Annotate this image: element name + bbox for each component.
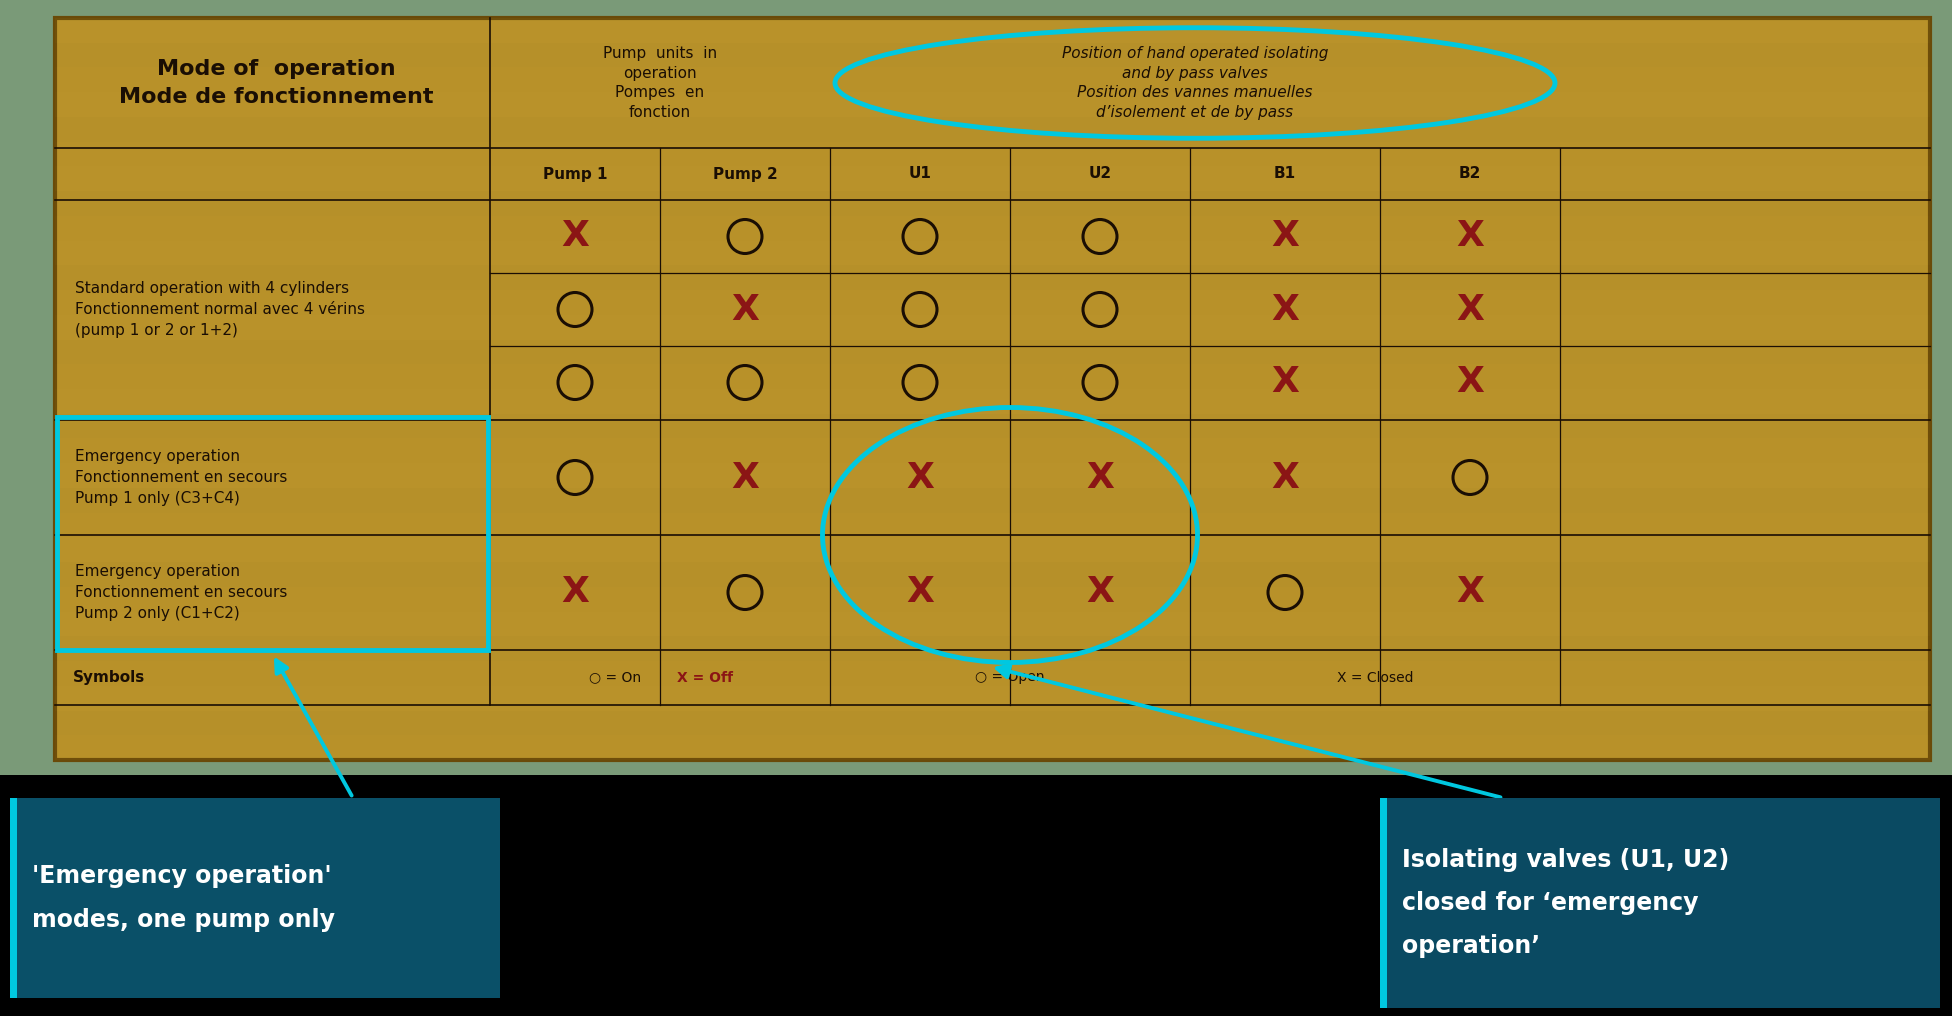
Text: ○ = On: ○ = On — [590, 671, 640, 685]
Text: X: X — [1271, 219, 1298, 254]
Text: Pump  units  in
operation
Pompes  en
fonction: Pump units in operation Pompes en foncti… — [603, 46, 716, 120]
Bar — [10, 798, 500, 998]
Bar — [55, 562, 1931, 587]
Bar — [55, 686, 1931, 710]
Bar — [55, 736, 1931, 760]
Text: X: X — [1271, 293, 1298, 326]
Text: X: X — [560, 219, 590, 254]
Bar — [10, 798, 18, 998]
Text: X = Closed: X = Closed — [1337, 671, 1413, 685]
Text: Emergency operation
Fonctionnement en secours
Pump 2 only (C1+C2): Emergency operation Fonctionnement en se… — [74, 564, 287, 621]
Bar — [55, 365, 1931, 389]
Bar — [55, 612, 1931, 636]
Bar — [55, 215, 1931, 241]
Text: Pump 2: Pump 2 — [712, 167, 777, 182]
Bar — [0, 0, 1952, 775]
Bar — [55, 488, 1931, 513]
Bar — [55, 587, 1931, 612]
Bar — [55, 117, 1931, 141]
Bar — [55, 141, 1931, 167]
Bar — [55, 18, 1931, 760]
Bar — [55, 315, 1931, 339]
Text: X: X — [906, 575, 933, 610]
Bar — [55, 191, 1931, 215]
Bar — [55, 167, 1931, 191]
Bar — [55, 513, 1931, 537]
Text: Standard operation with 4 cylinders
Fonctionnement normal avec 4 vérins
(pump 1 : Standard operation with 4 cylinders Fonc… — [74, 281, 365, 338]
Text: U1: U1 — [908, 167, 931, 182]
Bar — [55, 265, 1931, 290]
Bar — [55, 414, 1931, 439]
Text: Mode of  operation
Mode de fonctionnement: Mode of operation Mode de fonctionnement — [119, 59, 433, 107]
Text: Position of hand operated isolating
and by pass valves
Position des vannes manue: Position of hand operated isolating and … — [1062, 46, 1327, 120]
Bar — [55, 18, 1931, 43]
Text: X: X — [1456, 293, 1484, 326]
Bar — [55, 537, 1931, 562]
Text: X: X — [732, 293, 759, 326]
Bar — [1380, 798, 1388, 1008]
Bar — [55, 67, 1931, 92]
Bar — [55, 92, 1931, 117]
Bar — [55, 339, 1931, 365]
Bar — [55, 439, 1931, 463]
Text: X = Off: X = Off — [677, 671, 734, 685]
Text: X: X — [1271, 366, 1298, 399]
Bar — [55, 290, 1931, 315]
Bar — [55, 661, 1931, 686]
Bar — [57, 417, 488, 650]
Text: U2: U2 — [1089, 167, 1111, 182]
Text: B1: B1 — [1275, 167, 1296, 182]
Text: Isolating valves (U1, U2)
closed for ‘emergency
operation’: Isolating valves (U1, U2) closed for ‘em… — [1402, 848, 1729, 958]
Text: X: X — [1456, 219, 1484, 254]
Text: ○ = Open: ○ = Open — [976, 671, 1044, 685]
Text: Emergency operation
Fonctionnement en secours
Pump 1 only (C3+C4): Emergency operation Fonctionnement en se… — [74, 449, 287, 506]
Bar — [1380, 798, 1940, 1008]
Text: X: X — [1085, 460, 1115, 495]
Text: Pump 1: Pump 1 — [543, 167, 607, 182]
Text: X: X — [1271, 460, 1298, 495]
Text: 'Emergency operation'
modes, one pump only: 'Emergency operation' modes, one pump on… — [31, 865, 336, 932]
Text: X: X — [1456, 366, 1484, 399]
Text: X: X — [732, 460, 759, 495]
Text: B2: B2 — [1458, 167, 1482, 182]
Bar — [55, 463, 1931, 488]
Bar — [55, 710, 1931, 736]
Text: X: X — [560, 575, 590, 610]
Text: X: X — [1456, 575, 1484, 610]
Text: X: X — [1085, 575, 1115, 610]
Bar — [55, 389, 1931, 414]
Bar — [55, 241, 1931, 265]
Bar — [55, 636, 1931, 661]
Bar — [55, 43, 1931, 67]
Text: Symbols: Symbols — [72, 670, 144, 685]
Text: X: X — [906, 460, 933, 495]
